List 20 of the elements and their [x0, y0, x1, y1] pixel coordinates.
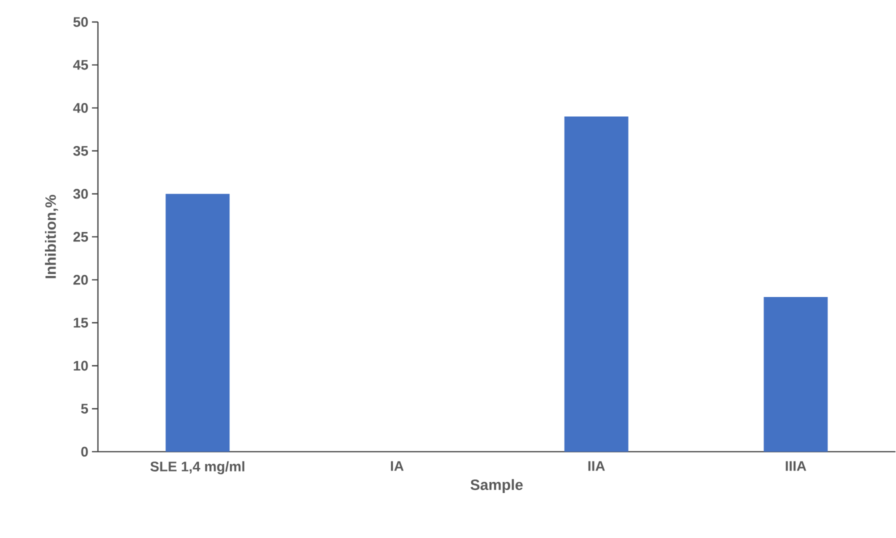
- y-tick-label: 15: [74, 318, 88, 328]
- x-tick-label: IIIA: [786, 461, 806, 471]
- y-tick-label: 50: [73, 17, 88, 28]
- y-tick-label: 20: [73, 275, 88, 285]
- bar: [166, 194, 230, 452]
- x-tick-label: SLE 1,4 mg/ml: [150, 461, 244, 474]
- y-tick-label: 10: [74, 360, 88, 371]
- y-axis-title: Inhibition,%: [44, 195, 58, 278]
- x-axis-title: Sample: [470, 479, 523, 494]
- x-tick-label: IA: [390, 461, 404, 471]
- y-tick-label: 5: [81, 404, 88, 414]
- bar: [764, 297, 828, 452]
- y-tick-label: 35: [73, 146, 88, 156]
- y-tick-label: 30: [73, 189, 88, 199]
- y-tick-label: 0: [81, 446, 88, 457]
- y-tick-label: 45: [73, 60, 88, 70]
- bar: [564, 116, 628, 452]
- y-tick-label: 40: [73, 103, 88, 114]
- y-tick-label: 25: [73, 232, 88, 242]
- x-tick-label: IIA: [588, 461, 605, 471]
